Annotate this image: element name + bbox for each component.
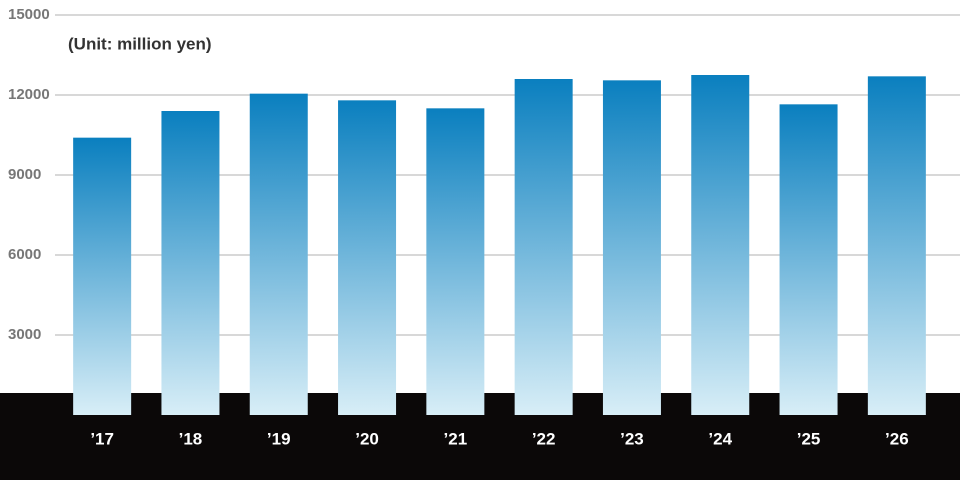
bar [73, 137, 132, 415]
bar [691, 75, 750, 415]
x-tick-label: ’26 [885, 429, 909, 448]
bar [338, 100, 397, 415]
x-tick-label: ’18 [179, 429, 203, 448]
y-tick-label: 12000 [8, 86, 50, 103]
y-tick-label: 9000 [8, 166, 41, 183]
bar [779, 104, 838, 415]
y-tick-label: 3000 [8, 326, 41, 343]
bar [602, 80, 661, 415]
x-tick-label: ’17 [90, 429, 114, 448]
y-tick-label: 6000 [8, 246, 41, 263]
x-tick-label: ’24 [708, 429, 732, 448]
bar [161, 111, 220, 415]
x-tick-label: ’19 [267, 429, 291, 448]
x-tick-label: ’21 [444, 429, 468, 448]
y-tick-label: 15000 [8, 6, 50, 23]
bar [514, 79, 573, 415]
x-tick-label: ’23 [620, 429, 644, 448]
x-tick-label: ’25 [797, 429, 821, 448]
x-tick-label: ’22 [532, 429, 556, 448]
bar [867, 76, 926, 415]
x-tick-label: ’20 [355, 429, 379, 448]
unit-label: (Unit: million yen) [68, 34, 212, 53]
bar [426, 108, 485, 415]
bar [249, 93, 308, 416]
